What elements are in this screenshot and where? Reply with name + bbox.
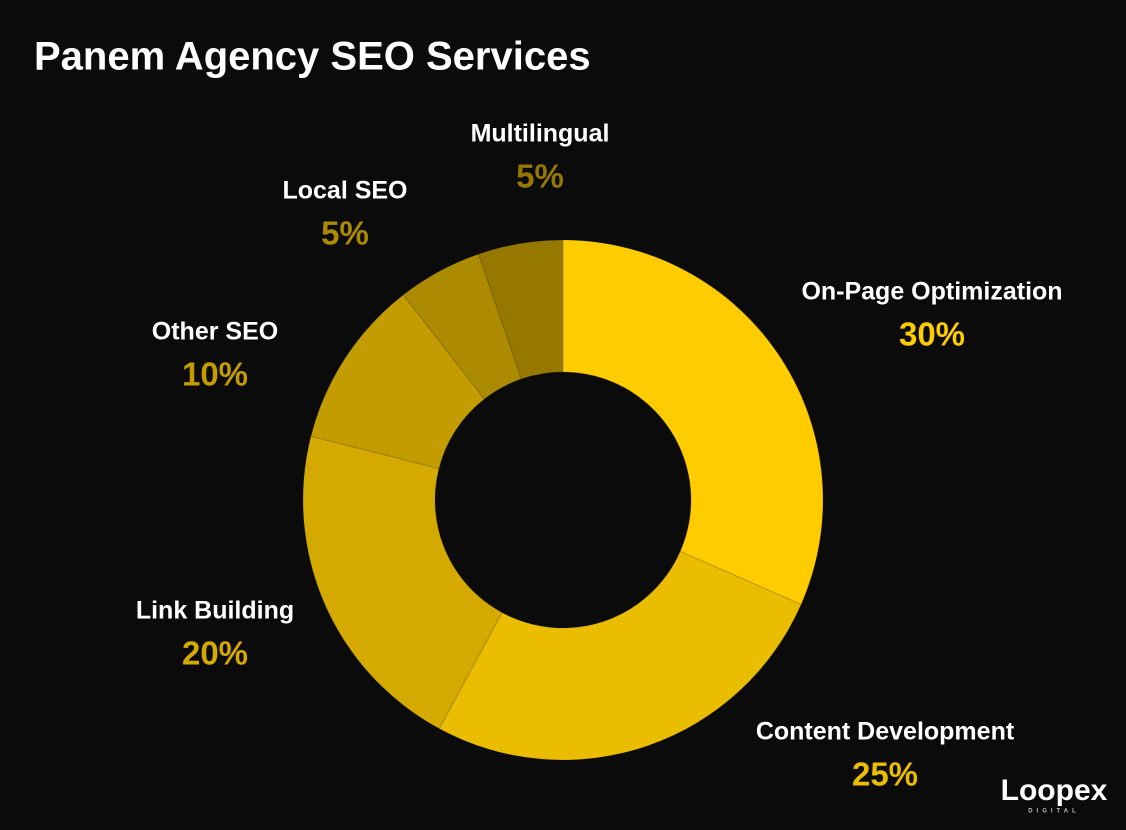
value-label: 5% — [516, 158, 564, 195]
donut-slice — [438, 550, 802, 761]
value-label: 5% — [321, 215, 369, 252]
slice-label: Other SEO — [152, 318, 278, 346]
value-label: 10% — [182, 356, 248, 393]
slice-label: Content Development — [756, 718, 1015, 746]
value-label: 20% — [182, 635, 248, 672]
logo: Loopex DIGITAL — [1001, 774, 1108, 815]
slice-label: Multilingual — [471, 120, 610, 148]
donut-slice — [302, 435, 503, 730]
logo-name: Loopex — [1001, 774, 1108, 807]
value-label: 25% — [852, 756, 918, 793]
chart-title: Panem Agency SEO Services — [34, 35, 591, 79]
donut-slice — [402, 253, 523, 400]
donut-slice — [562, 239, 824, 606]
slice-label: On-Page Optimization — [801, 278, 1062, 306]
logo-tagline: DIGITAL — [1028, 809, 1080, 815]
slice-label: Link Building — [136, 597, 294, 625]
value-label: 30% — [899, 316, 965, 353]
slice-label: Local SEO — [282, 177, 407, 205]
donut-slice — [477, 239, 564, 380]
donut-slice — [310, 294, 486, 470]
